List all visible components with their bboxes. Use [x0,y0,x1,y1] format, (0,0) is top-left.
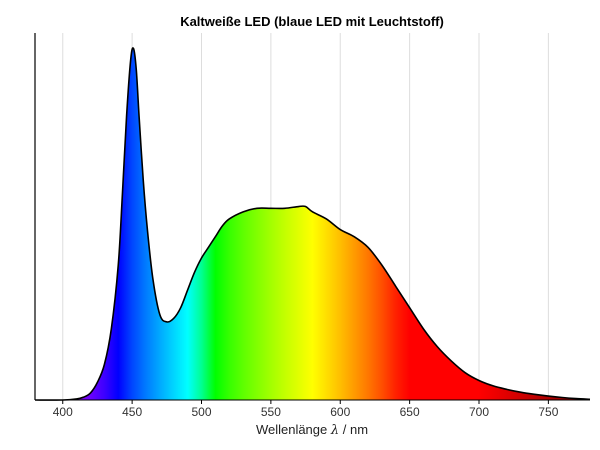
x-axis-ticks: 400 450 500 550 600 650 700 750 [53,400,559,419]
x-tick-label-700: 700 [469,405,489,419]
x-axis-label-text: Wellenlänge [256,422,327,437]
x-tick-label-400: 400 [53,405,73,419]
spectrum-line [34,47,591,401]
x-axis-label-unit: / nm [343,422,368,437]
spectrum-area [35,47,590,401]
x-tick-label-750: 750 [538,405,558,419]
x-axis-label: Wellenlänge λ / nm [256,422,368,438]
x-tick-label-650: 650 [400,405,420,419]
x-axis-label-symbol: λ [330,423,339,438]
x-tick-label-600: 600 [330,405,350,419]
chart-title: Kaltweiße LED (blaue LED mit Leuchtstoff… [180,14,444,29]
x-tick-label-500: 500 [191,405,211,419]
x-tick-label-550: 550 [261,405,281,419]
plot-area [34,47,591,401]
x-tick-label-450: 450 [122,405,142,419]
